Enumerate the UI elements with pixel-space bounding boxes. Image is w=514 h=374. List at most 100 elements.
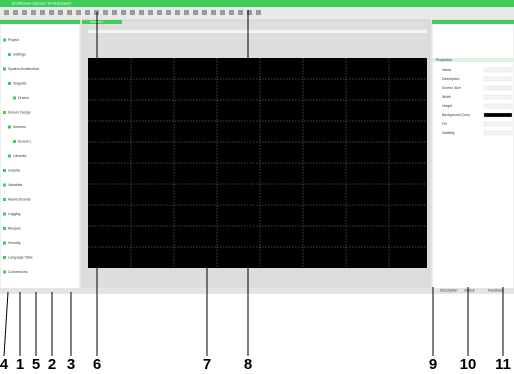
toolbar-icon	[139, 10, 144, 15]
property-field	[483, 67, 513, 73]
property-label: Screen Size	[442, 86, 461, 90]
editor-tab[interactable]	[82, 20, 122, 24]
tree-icon	[8, 154, 11, 158]
callout-number: 2	[48, 356, 56, 373]
tree-item[interactable]: Libraries	[13, 154, 27, 158]
toolbar-icon	[103, 10, 108, 15]
tree-item[interactable]: Drivers	[18, 96, 29, 100]
bottom-tab[interactable]: Feedback	[488, 288, 504, 292]
tree-icon	[3, 183, 6, 187]
property-label: Background Color	[442, 113, 471, 117]
toolbar-icon	[112, 10, 117, 15]
tree-icon	[3, 67, 6, 71]
toolbar-icon	[148, 10, 153, 15]
callout-number: 3	[67, 356, 75, 373]
toolbar-icon	[40, 10, 45, 15]
property-field	[483, 112, 513, 118]
tree-item[interactable]: Variables	[8, 183, 23, 187]
ruler	[88, 30, 427, 33]
tree-item[interactable]: Screen Design	[8, 110, 31, 114]
callout-number: 6	[93, 356, 101, 373]
properties-title: Properties	[436, 58, 452, 62]
properties-panel	[431, 19, 514, 291]
tree-item[interactable]: Target01	[13, 81, 27, 85]
bottom-tab[interactable]: Output	[464, 288, 475, 292]
tree-item[interactable]: Project	[8, 38, 19, 42]
toolbar-icon	[157, 10, 162, 15]
property-field	[483, 85, 513, 91]
panel-header	[432, 20, 514, 24]
callout-number: 5	[32, 356, 40, 373]
bottom-tab[interactable]: Description	[440, 288, 458, 292]
tree-icon	[3, 38, 6, 42]
properties-tab	[432, 58, 514, 62]
project-panel	[0, 19, 81, 291]
tree-icon	[3, 270, 6, 274]
tree-icon	[3, 198, 6, 201]
property-field	[483, 103, 513, 109]
tree-item[interactable]: Graphic	[8, 168, 21, 172]
property-label: Fill	[442, 122, 447, 126]
property-label: Name	[442, 68, 451, 72]
toolbar-icon	[130, 10, 135, 15]
toolbar-icon	[193, 10, 198, 15]
toolbar-icon	[175, 10, 180, 15]
tree-item[interactable]: Screen1	[18, 139, 31, 143]
toolbar-icon	[238, 10, 243, 15]
window-title: EcoStruxure Operator Terminal Expert	[12, 2, 71, 6]
property-label: Description	[442, 77, 460, 81]
tree-item[interactable]: Language Table	[8, 255, 33, 259]
tree-icon	[3, 169, 6, 172]
callout-number: 10	[460, 356, 477, 373]
callout-number: 7	[203, 356, 211, 373]
tree-icon	[3, 256, 6, 259]
property-label: Visibility	[442, 131, 455, 135]
tree-item[interactable]: Conversions	[8, 270, 28, 274]
bottom-tabs	[0, 288, 514, 293]
tree-icon	[8, 53, 11, 56]
callout-number: 4	[0, 356, 9, 373]
tree-icon	[13, 96, 16, 100]
property-field	[483, 76, 513, 82]
toolbar-icon	[247, 10, 252, 15]
toolbar-icon	[229, 10, 234, 15]
tree-icon	[3, 227, 6, 230]
tree-icon	[3, 212, 6, 216]
tree-item[interactable]: Security	[8, 241, 21, 245]
title-bar	[0, 0, 514, 7]
toolbar-icon	[220, 10, 225, 15]
tree-icon	[8, 82, 11, 85]
tree-icon	[13, 140, 16, 143]
toolbar-icon	[22, 10, 27, 15]
tree-item[interactable]: Logging	[8, 212, 21, 216]
property-field	[483, 94, 513, 100]
toolbar-icon	[13, 10, 18, 15]
toolbar-icon	[202, 10, 207, 15]
tree-item[interactable]: Alarms/Events	[8, 197, 31, 201]
toolbar-icon	[166, 10, 171, 15]
tree-item[interactable]: Settings	[13, 52, 26, 56]
tree-item[interactable]: Screens	[13, 125, 26, 129]
property-label: Height	[442, 104, 452, 108]
tree-icon	[8, 125, 11, 129]
toolbar-icon	[256, 10, 261, 15]
callout-line	[3, 291, 9, 357]
toolbar-icon	[121, 10, 126, 15]
toolbar-icon	[67, 10, 72, 15]
property-label: Width	[442, 95, 451, 99]
toolbar-icon	[49, 10, 54, 15]
property-field	[483, 130, 513, 136]
toolbar-icon	[184, 10, 189, 15]
tree-icon	[3, 111, 6, 114]
panel-header	[0, 20, 80, 24]
tree-item[interactable]: System Architecture	[8, 67, 39, 71]
callout-number: 1	[16, 356, 24, 373]
toolbar-icon	[76, 10, 81, 15]
callout-number: 11	[495, 356, 511, 373]
toolbar-icon	[85, 10, 90, 15]
tree-item[interactable]: Recipes	[8, 226, 21, 230]
property-field	[483, 121, 513, 127]
toolbar-icon	[58, 10, 63, 15]
toolbar-icon	[211, 10, 216, 15]
